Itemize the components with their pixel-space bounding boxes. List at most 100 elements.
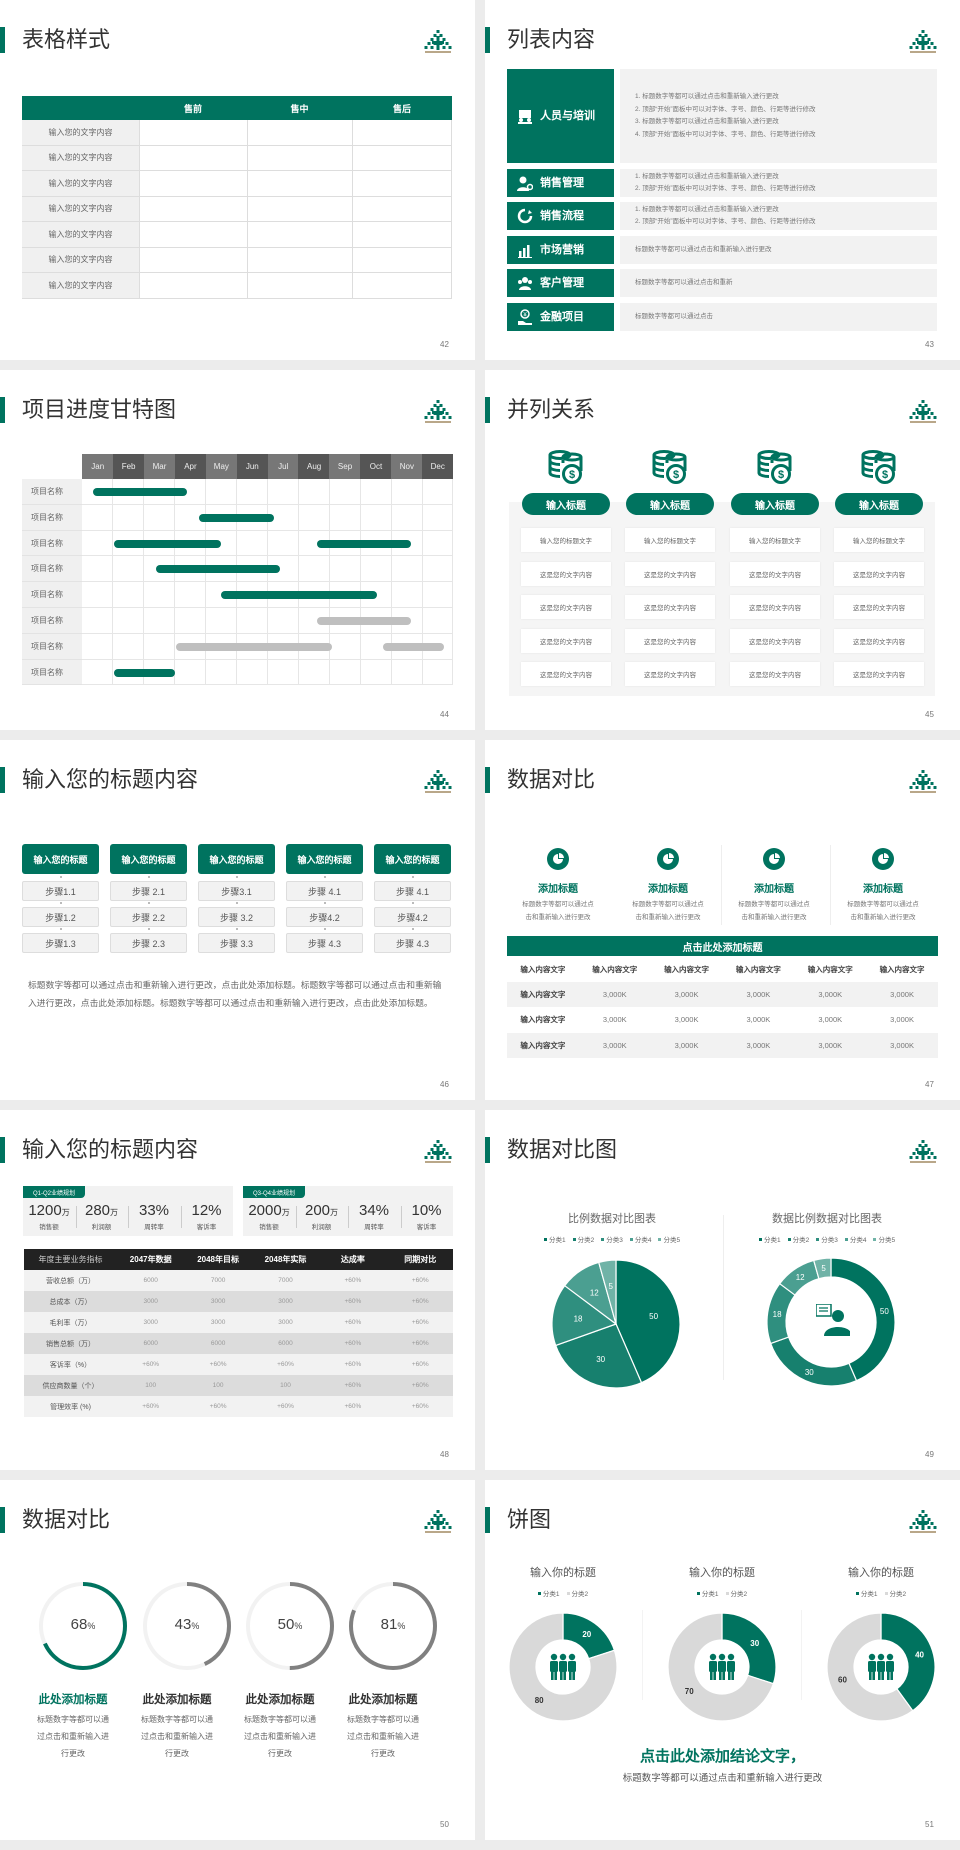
gantt-cell <box>329 556 361 583</box>
feature-heading: 添加标题 <box>754 883 794 895</box>
legend-label: 分类4 <box>634 1237 652 1244</box>
table-cell[interactable] <box>352 273 452 299</box>
feature-heading: 添加标题 <box>538 883 578 895</box>
step-box[interactable]: 步骤 4.3 <box>374 933 451 953</box>
step-box[interactable]: 步骤 3.2 <box>198 907 275 927</box>
list-item-header[interactable]: ¥ 金融项目 <box>507 303 614 331</box>
content-cell: 这是您的文字内容 <box>625 595 715 619</box>
step-box[interactable]: 步骤 4.1 <box>374 881 451 901</box>
table-cell[interactable] <box>247 247 352 273</box>
gantt-cell <box>143 633 176 660</box>
feature-heading: 添加标题 <box>648 883 688 895</box>
step-box[interactable]: 步骤 3.3 <box>198 933 275 953</box>
step-box[interactable]: 步骤 4.3 <box>286 933 363 953</box>
table-cell: +60% <box>344 1298 362 1305</box>
step-box[interactable]: 步骤 2.2 <box>110 907 187 927</box>
table-cell[interactable] <box>352 196 452 222</box>
table-cell[interactable] <box>352 145 452 171</box>
table-cell: 3000 <box>143 1319 158 1326</box>
step-box[interactable]: 步骤1.1 <box>22 881 99 901</box>
column-heading-button[interactable]: 输入标题 <box>731 493 819 515</box>
gantt-bar[interactable] <box>316 539 412 548</box>
gantt-bar[interactable] <box>92 487 188 496</box>
table-row <box>507 982 938 1008</box>
step-box[interactable]: 步骤3.1 <box>198 881 275 901</box>
list-item-header[interactable]: 销售管理 <box>507 169 614 197</box>
hospital-logo-icon <box>423 398 453 424</box>
table-cell: +60% <box>344 1340 362 1347</box>
table-row <box>24 1312 453 1333</box>
table-cell[interactable] <box>139 145 247 171</box>
table-cell[interactable] <box>247 273 352 299</box>
step-box[interactable]: 步骤4.2 <box>286 907 363 927</box>
column-header: 输入内容文字 <box>520 965 566 974</box>
table-cell[interactable] <box>139 273 247 299</box>
table-cell[interactable] <box>352 222 452 248</box>
list-item-header[interactable]: 销售流程 <box>507 202 614 230</box>
list-item-header[interactable]: 人员与培训 <box>507 69 614 163</box>
legend-label: 分类2 <box>577 1237 595 1244</box>
table-cell[interactable] <box>139 247 247 273</box>
task-label: 项目名称 <box>22 608 82 634</box>
gantt-cell <box>143 608 176 634</box>
table-cell[interactable] <box>352 171 452 197</box>
list-item-header[interactable]: 市场营销 <box>507 236 614 264</box>
gantt-bar[interactable] <box>383 642 444 651</box>
table-cell[interactable] <box>247 171 352 197</box>
legend-label: 分类3 <box>606 1237 623 1244</box>
gantt-bar[interactable] <box>114 668 175 677</box>
list-item-body: 1. 标题数字等都可以通过点击和重新输入进行更改 2. 顶部“开始”面板中可以对字… <box>620 202 937 230</box>
gantt-cell <box>205 479 238 505</box>
step-box[interactable]: 步骤1.3 <box>22 933 99 953</box>
step-box[interactable]: 步骤 2.3 <box>110 933 187 953</box>
gantt-cell <box>82 659 114 686</box>
table-cell[interactable] <box>247 222 352 248</box>
month-header: Nov <box>391 454 423 479</box>
list-item-header[interactable]: 客户管理 <box>507 269 614 297</box>
step-box[interactable]: 步骤 2.1 <box>110 881 187 901</box>
divider <box>723 1215 724 1380</box>
task-label: 项目名称 <box>22 582 82 608</box>
table-cell[interactable] <box>247 196 352 222</box>
gantt-cell <box>329 659 361 686</box>
column-heading-button[interactable]: 输入标题 <box>835 493 923 515</box>
legend-label: 分类5 <box>663 1237 681 1244</box>
gantt-cell <box>174 582 207 608</box>
table-cell[interactable] <box>139 196 247 222</box>
table-cell[interactable] <box>139 120 247 146</box>
column-heading-button[interactable]: 输入标题 <box>626 493 714 515</box>
pie-icon <box>763 848 785 870</box>
hospital-logo-icon <box>908 398 938 424</box>
pie-icon <box>547 848 569 870</box>
month-header: Aug <box>298 454 330 479</box>
connector-dot <box>60 928 62 930</box>
step-box[interactable]: 步骤4.2 <box>374 907 451 927</box>
step-box[interactable]: 步骤 4.1 <box>286 881 363 901</box>
gantt-bar[interactable] <box>156 565 280 574</box>
column-heading-button[interactable]: 输入标题 <box>522 493 610 515</box>
table-cell[interactable] <box>139 222 247 248</box>
gantt-bar[interactable] <box>199 513 274 522</box>
table-cell[interactable] <box>247 120 352 146</box>
table-cell[interactable] <box>352 247 452 273</box>
gantt-cell <box>422 556 454 583</box>
title-accent-bar <box>0 397 5 423</box>
connector-dot <box>148 902 150 904</box>
table-cell: 3000 <box>278 1298 293 1305</box>
gantt-bar[interactable] <box>114 539 222 548</box>
gantt-bar[interactable] <box>221 591 378 600</box>
table-cell[interactable] <box>139 171 247 197</box>
row-label: 输入您的文字内容 <box>22 171 139 197</box>
gantt-cell <box>422 504 454 531</box>
legend-label: 分类2 <box>792 1237 810 1244</box>
slide-45: 并列关系 45 $ 输入标题 输入您的标题文字 这是您的文字内容 这是您的文字内容 这是您的文… <box>485 370 960 730</box>
item-heading: 此处添加标题 <box>245 1694 315 1706</box>
step-box[interactable]: 步骤1.2 <box>22 907 99 927</box>
body-paragraph: 标题数字等都可以通过点击和重新输入进行更改，点击此处添加标题。标题数字等都可以通… <box>28 980 442 1008</box>
table-cell[interactable] <box>247 145 352 171</box>
gantt-cell <box>112 504 145 531</box>
table-cell[interactable] <box>352 120 452 146</box>
gantt-bar[interactable] <box>316 616 412 625</box>
gantt-bar[interactable] <box>176 642 333 651</box>
table-cell: +60% <box>344 1277 362 1284</box>
